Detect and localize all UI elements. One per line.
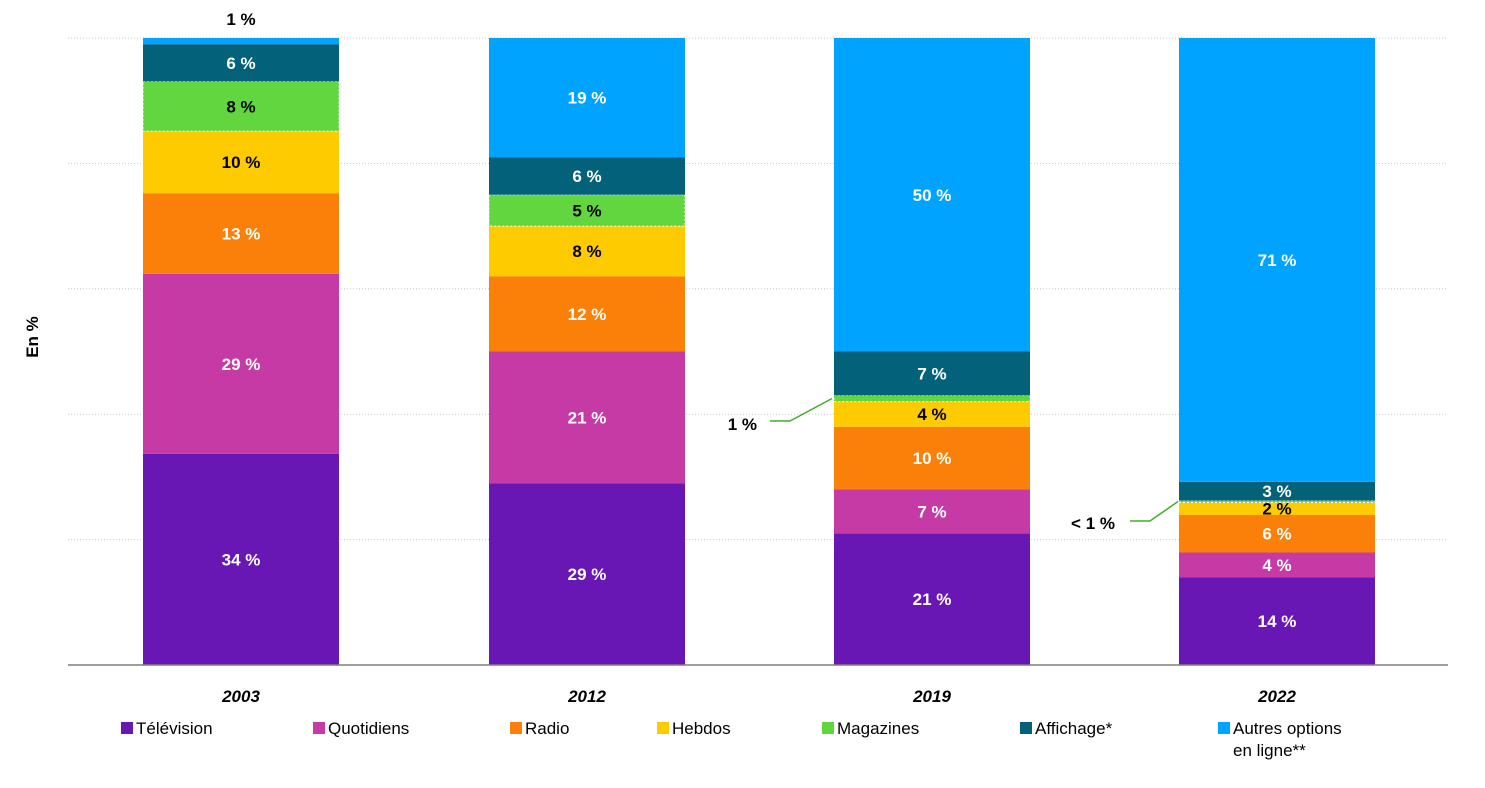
- data-label: < 1 %: [1071, 514, 1115, 533]
- legend-item: Quotidiens: [313, 718, 409, 740]
- legend-label: Autres options en ligne**: [1233, 719, 1342, 760]
- data-label: 7 %: [917, 502, 946, 521]
- data-label: 50 %: [913, 186, 952, 205]
- bar-segment: [1179, 514, 1375, 553]
- data-label: 1 %: [226, 10, 255, 29]
- leader-line: [1130, 500, 1179, 522]
- legend-swatch: [1020, 722, 1032, 734]
- bar-segment: [833, 394, 1031, 403]
- data-label: 21 %: [913, 590, 952, 609]
- bar-segment: [1179, 502, 1375, 515]
- bar-segment: [489, 276, 685, 352]
- data-label: 8 %: [572, 242, 601, 261]
- legend-swatch: [1218, 722, 1230, 734]
- bar-segment: [1179, 481, 1375, 501]
- legend-swatch: [121, 722, 133, 734]
- bar-segment: [143, 193, 339, 274]
- bar-segment: [143, 453, 339, 665]
- data-label: 6 %: [572, 167, 601, 186]
- data-label: 29 %: [568, 565, 607, 584]
- bar-segment: [489, 226, 685, 277]
- data-label: 21 %: [568, 408, 607, 427]
- legend-label: Télévision: [136, 719, 213, 738]
- data-label: 7 %: [917, 364, 946, 383]
- data-label: 13 %: [222, 225, 261, 244]
- bar-segment: [834, 533, 1030, 665]
- bar-segment: [1179, 552, 1375, 578]
- data-label: 71 %: [1258, 251, 1297, 270]
- legend-item: Autres options en ligne**: [1218, 718, 1342, 762]
- x-tick-label: 2003: [221, 687, 260, 706]
- legend-item: Affichage*: [1020, 718, 1112, 740]
- data-label: 3 %: [1262, 482, 1291, 501]
- legend-item: Radio: [510, 718, 569, 740]
- data-label: 8 %: [226, 97, 255, 116]
- data-label: 6 %: [1262, 525, 1291, 544]
- bar-segment: [489, 483, 685, 665]
- data-label: 1 %: [728, 415, 757, 434]
- data-label: 6 %: [226, 54, 255, 73]
- legend: Télévision Quotidiens Radio Hebdos Magazines…: [0, 718, 1485, 778]
- x-tick-label: 2022: [1257, 687, 1296, 706]
- legend-swatch: [657, 722, 669, 734]
- legend-label: Affichage*: [1035, 719, 1113, 738]
- stacked-bar-chart: 34 % 29 % 13 % 10 % 8 % 6 % 1 % 29 % 21 % 12 % 8 %…: [23, 10, 1448, 706]
- bar-segment: [143, 44, 339, 82]
- data-label: 14 %: [1258, 612, 1297, 631]
- bar-segment: [1179, 38, 1375, 482]
- bar-segment: [834, 351, 1030, 396]
- bar-segment: [143, 38, 339, 45]
- legend-label: Hebdos: [672, 719, 731, 738]
- data-label: 12 %: [568, 305, 607, 324]
- bar-segment: [142, 80, 340, 132]
- data-label: 5 %: [572, 201, 601, 220]
- x-tick-label: 2019: [912, 687, 951, 706]
- legend-swatch: [510, 722, 522, 734]
- data-label: 34 %: [222, 550, 261, 569]
- data-label: 10 %: [222, 153, 261, 172]
- data-label: 19 %: [568, 89, 607, 108]
- legend-item: Télévision: [121, 718, 213, 740]
- bar-segment: [143, 273, 339, 454]
- bar-segment: [489, 351, 685, 484]
- data-label: 10 %: [913, 449, 952, 468]
- bar-segment: [143, 131, 339, 194]
- data-label: 2 %: [1262, 500, 1291, 519]
- bar-segment: [834, 38, 1030, 352]
- data-label: 4 %: [917, 405, 946, 424]
- legend-swatch: [313, 722, 325, 734]
- bars: [142, 38, 1376, 665]
- bar-segment: [1179, 577, 1375, 665]
- bar-segment: [834, 401, 1030, 427]
- bar-segment: [834, 426, 1030, 490]
- bar-segment: [489, 157, 685, 195]
- data-label: 29 %: [222, 355, 261, 374]
- legend-item: Hebdos: [657, 718, 731, 740]
- x-tick-label: 2012: [567, 687, 606, 706]
- legend-swatch: [821, 721, 835, 735]
- legend-label: Quotidiens: [328, 719, 410, 738]
- data-labels: 34 % 29 % 13 % 10 % 8 % 6 % 1 % 29 % 21 % 12 % 8 %…: [222, 10, 1297, 631]
- bar-segment: [834, 489, 1030, 534]
- legend-label: Magazines: [837, 719, 920, 738]
- leader-line: [770, 397, 833, 422]
- legend-label: Radio: [525, 719, 570, 738]
- legend-item: Magazines: [821, 718, 920, 740]
- leader-lines: [770, 397, 1179, 522]
- bar-segment: [489, 38, 685, 158]
- y-axis-label: En %: [23, 316, 42, 358]
- x-tick-labels: 2003 2012 2019 2022: [221, 687, 1296, 706]
- data-label: 4 %: [1262, 556, 1291, 575]
